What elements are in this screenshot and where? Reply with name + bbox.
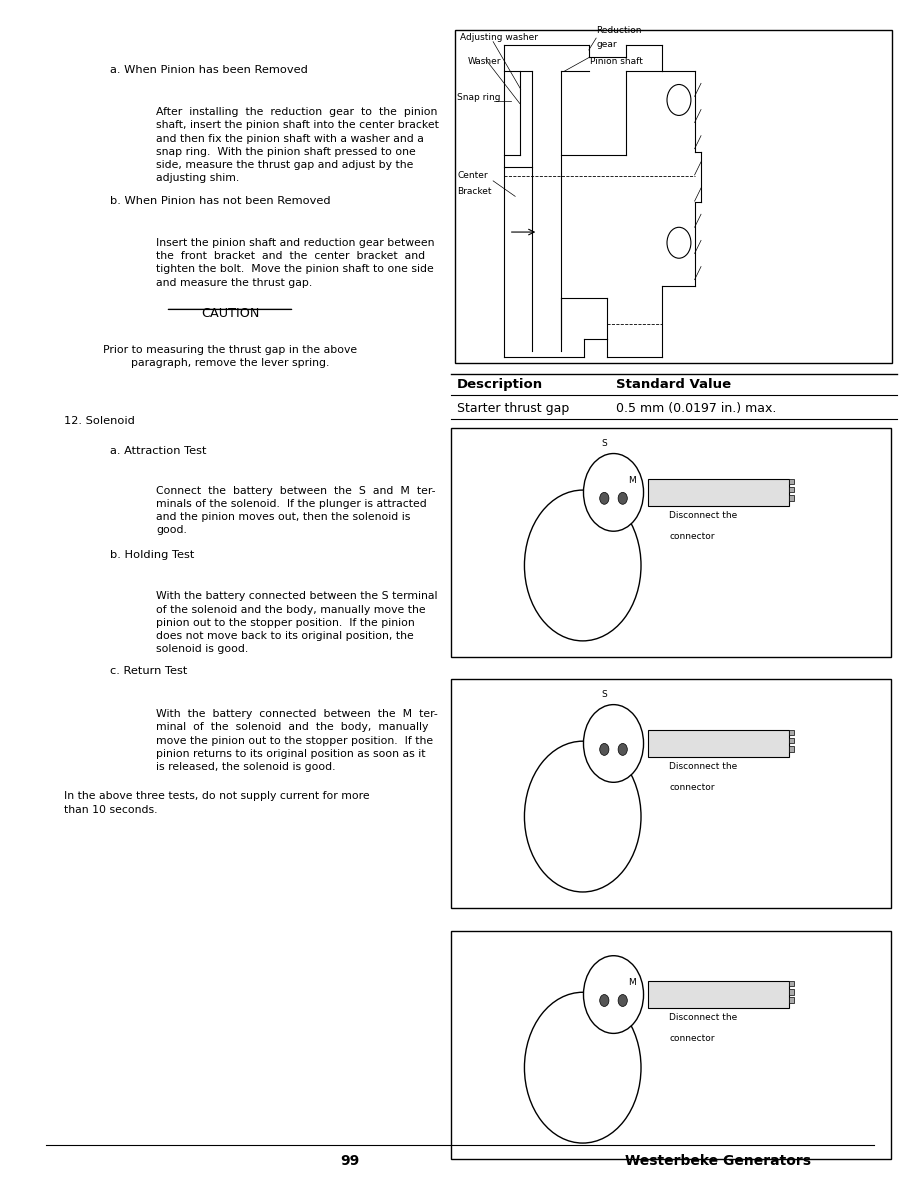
Text: Connect  the  battery  between  the  S  and  M  ter-
minals of the solenoid.  If: Connect the battery between the S and M … [156,486,436,536]
Circle shape [524,992,641,1144]
Text: Standard Value: Standard Value [616,378,731,392]
Text: Reduction: Reduction [596,26,641,36]
Circle shape [524,741,641,892]
Circle shape [599,744,608,756]
Bar [788,487,793,493]
Bar [788,738,793,744]
Bar [788,478,793,484]
Text: 99: 99 [340,1154,358,1169]
Text: Disconnect the: Disconnect the [668,762,737,771]
Text: Disconnect the: Disconnect the [668,511,737,520]
Bar [788,997,793,1003]
Text: b. Holding Test: b. Holding Test [110,550,195,559]
Circle shape [583,956,643,1033]
Text: a. Attraction Test: a. Attraction Test [110,446,207,456]
Bar [788,729,793,735]
Text: In the above three tests, do not supply current for more
than 10 seconds.: In the above three tests, do not supply … [64,791,369,814]
Text: Washer: Washer [467,57,500,67]
Text: Bracket: Bracket [457,187,492,196]
Text: After  installing  the  reduction  gear  to  the  pinion
shaft, insert the pinio: After installing the reduction gear to t… [156,107,438,183]
Circle shape [599,493,608,505]
Bar [450,679,890,908]
Text: Insert the pinion shaft and reduction gear between
the  front  bracket  and  the: Insert the pinion shaft and reduction ge… [156,238,435,288]
Text: M: M [628,978,636,988]
Text: c. Return Test: c. Return Test [110,666,187,676]
Text: 12. Solenoid: 12. Solenoid [64,416,135,426]
Text: Westerbeke Generators: Westerbeke Generators [624,1154,810,1169]
Circle shape [618,493,627,505]
Text: With  the  battery  connected  between  the  M  ter-
minal  of  the  solenoid  a: With the battery connected between the M… [156,709,437,772]
Text: Center: Center [457,171,487,181]
Bar [788,981,793,987]
Text: M: M [628,476,636,486]
Bar [450,428,890,657]
Bar [648,981,788,1008]
Text: Pinion shaft: Pinion shaft [589,57,641,67]
Bar [648,478,788,506]
Text: Description: Description [457,378,543,392]
Text: gear: gear [596,40,616,50]
Text: Snap ring: Snap ring [457,93,500,102]
Text: Adjusting washer: Adjusting washer [460,33,538,43]
Text: S: S [601,690,607,699]
Bar [648,729,788,757]
Bar [788,746,793,752]
Text: CAUTION: CAUTION [200,307,259,320]
Text: Prior to measuring the thrust gap in the above
paragraph, remove the lever sprin: Prior to measuring the thrust gap in the… [103,345,357,368]
Text: b. When Pinion has not been Removed: b. When Pinion has not been Removed [110,196,331,206]
Bar [788,989,793,995]
Text: connector: connector [668,532,714,541]
Circle shape [599,995,608,1007]
Text: Disconnect the: Disconnect the [668,1013,737,1022]
Text: 0.5 mm (0.0197 in.) max.: 0.5 mm (0.0197 in.) max. [616,402,776,415]
Text: connector: connector [668,1034,714,1044]
Text: Starter thrust gap: Starter thrust gap [457,402,569,415]
Text: connector: connector [668,783,714,793]
Circle shape [618,995,627,1007]
Circle shape [583,704,643,782]
Circle shape [524,490,641,641]
Text: With the battery connected between the S terminal
of the solenoid and the body, : With the battery connected between the S… [156,591,437,654]
Text: a. When Pinion has been Removed: a. When Pinion has been Removed [110,65,308,75]
Circle shape [618,744,627,756]
Circle shape [583,453,643,531]
Bar [788,495,793,501]
Bar [455,30,891,363]
Bar [450,931,890,1159]
Text: S: S [601,439,607,447]
